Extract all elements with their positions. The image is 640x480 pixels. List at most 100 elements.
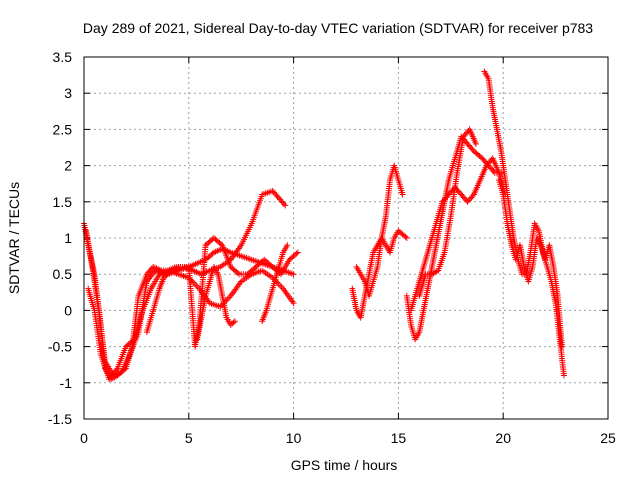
data-point	[284, 242, 291, 249]
data-point	[272, 190, 279, 197]
data-point	[443, 194, 450, 201]
data-point	[489, 166, 496, 173]
data-point	[278, 284, 285, 291]
y-tick-label: 2.5	[53, 121, 73, 137]
plot-border	[83, 56, 609, 420]
data-point	[460, 194, 467, 201]
data-point	[462, 130, 469, 137]
y-tick-label: 3.5	[53, 49, 73, 65]
data-point	[487, 158, 494, 165]
data-point	[293, 250, 300, 257]
y-tick-label: -1.5	[48, 411, 72, 427]
data-point	[234, 269, 241, 276]
data-point	[279, 199, 286, 206]
y-tick-label: -0.5	[48, 339, 72, 355]
data-point	[441, 195, 448, 202]
series-track-h	[353, 162, 406, 299]
data-point	[402, 233, 409, 240]
data-point	[129, 337, 136, 344]
data-point	[444, 193, 451, 200]
data-point	[224, 296, 231, 303]
data-point	[277, 196, 284, 203]
data-point	[469, 146, 476, 153]
data-point	[278, 198, 285, 205]
series-track-a	[81, 187, 289, 383]
data-point	[440, 197, 447, 204]
data-point	[217, 241, 224, 248]
data-point	[273, 192, 280, 199]
data-point	[275, 195, 282, 202]
series-track-l	[481, 68, 567, 379]
data-points	[81, 68, 567, 383]
data-point	[455, 188, 462, 195]
x-tick-label: 20	[495, 430, 511, 446]
data-point	[439, 198, 446, 205]
data-point	[467, 143, 474, 150]
data-point	[477, 154, 484, 161]
data-point	[465, 142, 472, 149]
data-point	[468, 145, 475, 152]
series-track-k	[416, 126, 479, 299]
x-tick-label: 10	[286, 430, 302, 446]
data-point	[481, 158, 488, 165]
series-track-e	[194, 263, 238, 343]
series-track-d	[143, 235, 301, 350]
data-point	[290, 271, 297, 278]
data-point	[231, 318, 238, 325]
data-point	[464, 129, 471, 136]
data-point	[479, 155, 486, 162]
data-point	[226, 294, 233, 301]
data-point	[146, 268, 153, 275]
data-point	[463, 139, 470, 146]
data-point	[560, 372, 567, 379]
data-point	[230, 319, 237, 326]
y-axis-label: SDTVAR / TECUs	[6, 182, 22, 294]
axis-ticks: 0 5 10 15 20 25 -1.5 -1 -0.5 0 0.5 1 1.5 2 2.5 3 3.5	[48, 49, 616, 446]
data-point	[448, 188, 455, 195]
data-point	[147, 266, 154, 273]
y-tick-label: 3	[64, 85, 72, 101]
series-track-m	[496, 177, 565, 350]
data-point	[483, 162, 490, 169]
data-point	[480, 156, 487, 163]
data-point	[282, 202, 289, 209]
data-point	[457, 190, 464, 197]
chart-title: Day 289 of 2021, Sidereal Day-to-day VTE…	[83, 20, 593, 36]
data-point	[163, 272, 170, 279]
data-point	[445, 191, 452, 198]
data-point	[465, 197, 472, 204]
data-point	[280, 200, 287, 207]
data-point	[194, 284, 201, 291]
x-tick-label: 25	[600, 430, 616, 446]
data-point	[469, 193, 476, 200]
data-point	[290, 300, 297, 307]
data-point	[446, 190, 453, 197]
x-tick-label: 5	[185, 430, 193, 446]
data-point	[209, 250, 216, 257]
data-point	[294, 249, 301, 256]
data-point	[464, 198, 471, 205]
data-point	[484, 161, 491, 168]
series-track-j	[407, 155, 509, 314]
data-point	[462, 195, 469, 202]
data-point	[193, 282, 200, 289]
y-tick-label: 1.5	[53, 194, 73, 210]
y-tick-label: 0	[64, 302, 72, 318]
data-point	[270, 189, 277, 196]
data-point	[467, 195, 474, 202]
data-point	[277, 282, 284, 289]
data-point	[558, 343, 565, 350]
data-point	[274, 193, 281, 200]
data-point	[399, 191, 406, 198]
y-tick-label: -1	[60, 375, 73, 391]
data-point	[459, 193, 466, 200]
data-point	[460, 133, 467, 140]
data-point	[269, 187, 276, 194]
x-axis-label: GPS time / hours	[291, 457, 398, 473]
data-point	[464, 140, 471, 147]
data-point	[458, 191, 465, 198]
data-point	[461, 132, 468, 139]
y-tick-label: 1	[64, 230, 72, 246]
grid-lines	[84, 57, 608, 419]
